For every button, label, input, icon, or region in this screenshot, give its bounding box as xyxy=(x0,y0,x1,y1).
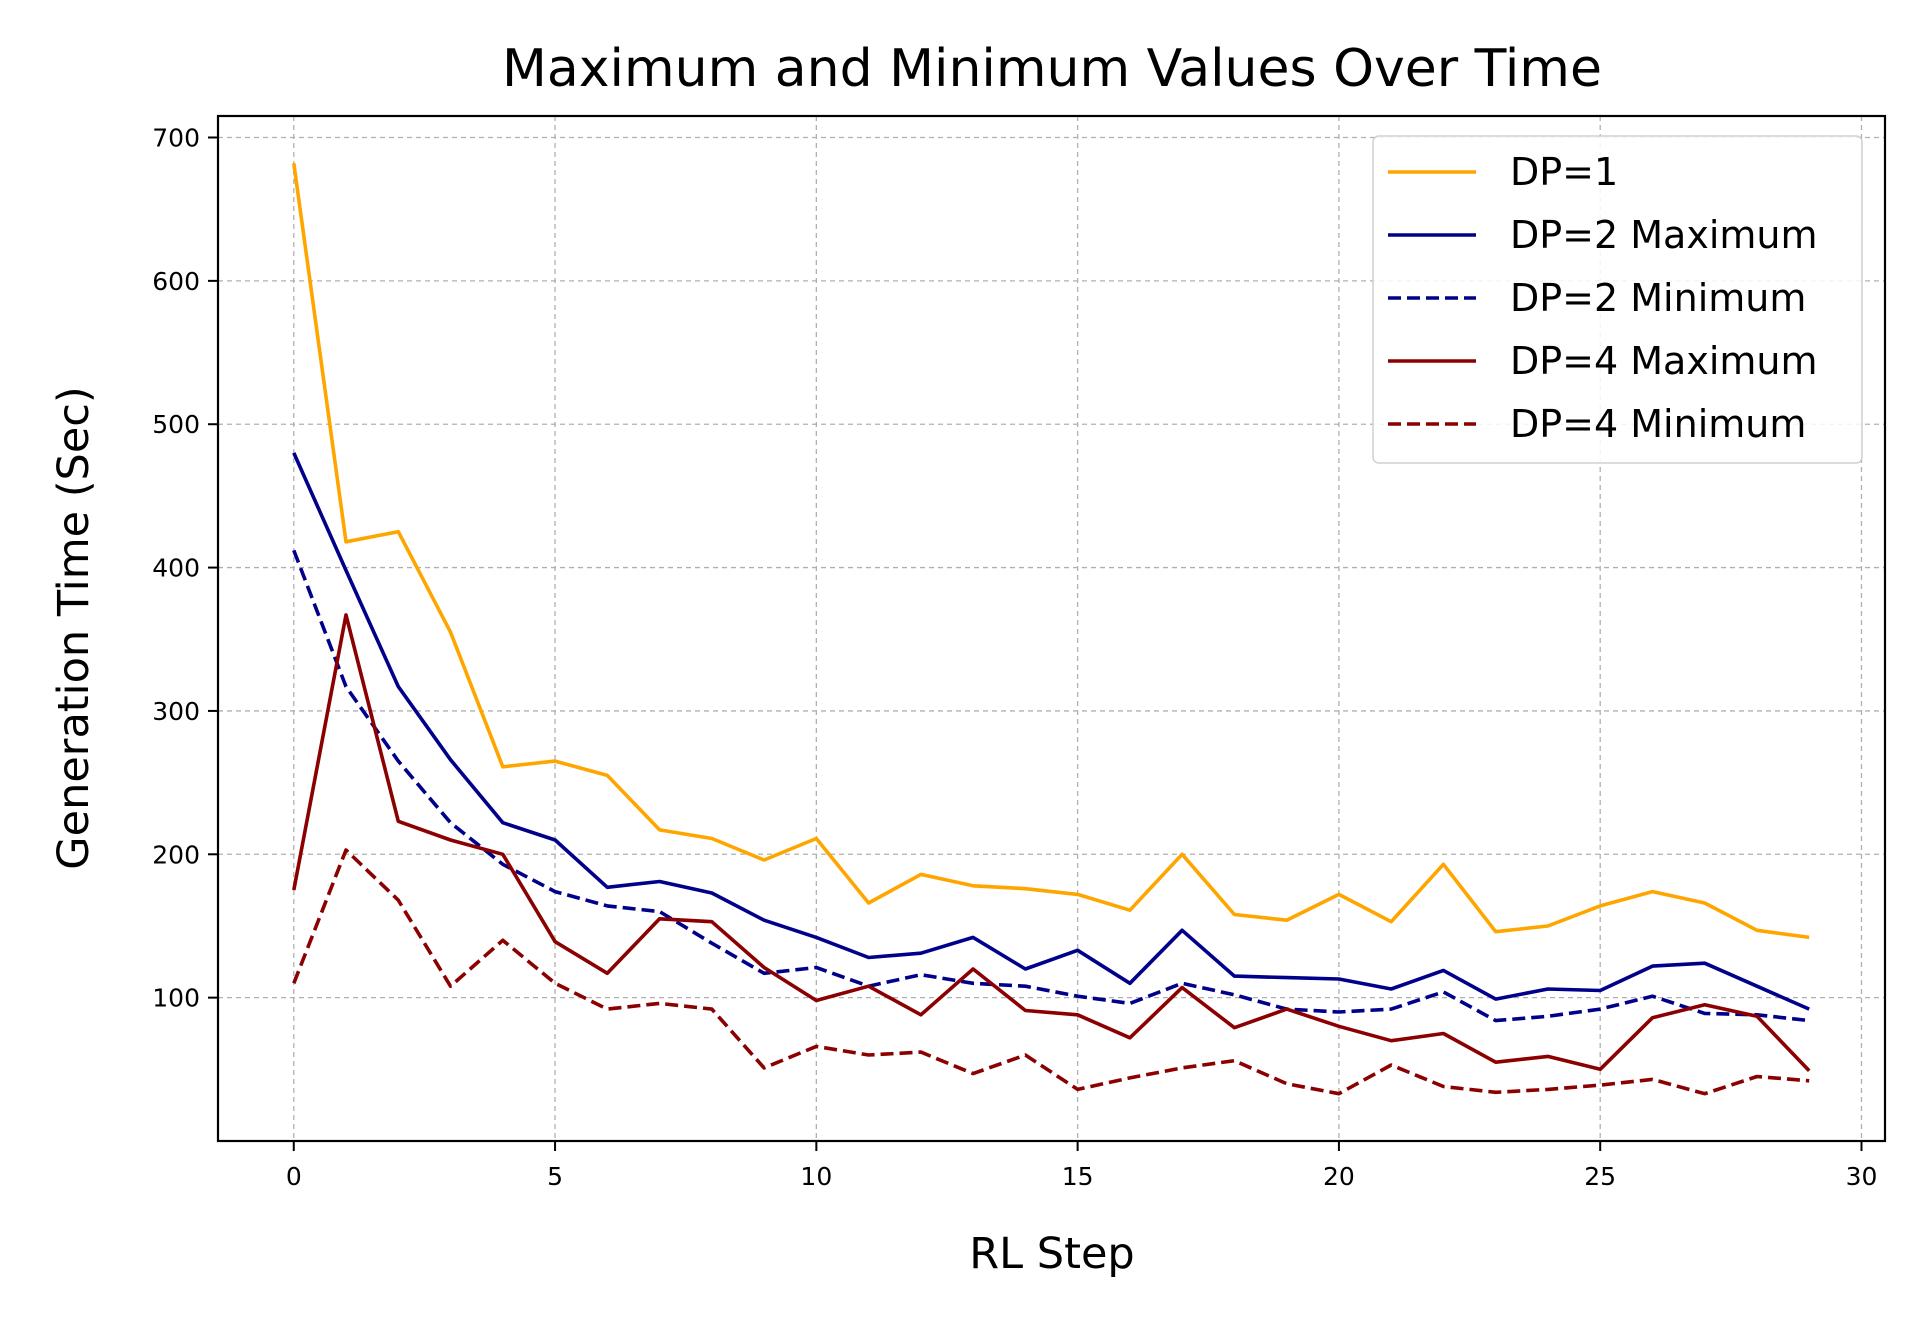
series-line-dp-4-maximum xyxy=(292,613,1811,1073)
legend-label-dp-1: DP=1 xyxy=(1510,150,1618,194)
plot-frame xyxy=(216,114,1887,1143)
y-tick-label: 400 xyxy=(152,554,200,583)
x-tick-label: 10 xyxy=(800,1162,832,1191)
series-line-dp-2-maximum xyxy=(292,452,1810,1011)
chart-title: Maximum and Minimum Values Over Time xyxy=(502,39,1602,99)
legend-box xyxy=(1372,135,1863,464)
y-tick-label: 200 xyxy=(152,840,200,869)
x-tick-label: 5 xyxy=(547,1162,563,1191)
x-axis-title: RL Step xyxy=(969,1229,1134,1279)
y-tick-label: 700 xyxy=(152,124,200,153)
series-line-dp-4-minimum xyxy=(292,848,1810,1096)
series-layer xyxy=(292,163,1811,1096)
y-tick-label: 500 xyxy=(152,410,200,439)
x-axis: 0 5 10 15 20 25 30 xyxy=(286,1141,1878,1191)
y-tick-label: 300 xyxy=(152,697,200,726)
legend-label-dp-2-minimum: DP=2 Minimum xyxy=(1510,276,1806,320)
y-axis: 100 200 300 400 500 600 700 xyxy=(152,124,218,1013)
legend-label-dp-2-maximum: DP=2 Maximum xyxy=(1510,213,1818,257)
legend: DP=1 DP=2 Maximum DP=2 Minimum DP=4 Maximum… xyxy=(1372,135,1863,464)
x-tick-label: 25 xyxy=(1584,1162,1616,1191)
series-line-dp-1 xyxy=(292,163,1810,940)
y-tick-label: 600 xyxy=(152,267,200,296)
y-tick-label: 100 xyxy=(152,984,200,1013)
y-axis-title: Generation Time (Sec) xyxy=(49,386,99,869)
legend-label-dp-4-maximum: DP=4 Maximum xyxy=(1510,339,1818,383)
x-tick-label: 0 xyxy=(286,1162,302,1191)
x-tick-label: 20 xyxy=(1323,1162,1355,1191)
legend-label-dp-4-minimum: DP=4 Minimum xyxy=(1510,402,1806,446)
x-tick-label: 30 xyxy=(1846,1162,1878,1191)
series-line-dp-2-minimum xyxy=(292,549,1810,1023)
x-tick-label: 15 xyxy=(1062,1162,1094,1191)
